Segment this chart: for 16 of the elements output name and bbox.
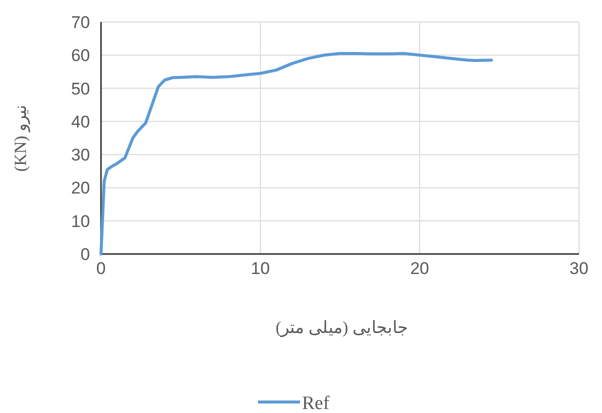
x-axis-title: جابجایی (میلی متر) [276,318,408,338]
y-tick-label: 0 [80,245,90,264]
y-tick-label: 70 [71,13,90,32]
y-tick-label: 60 [71,46,90,66]
y-tick-label: 10 [71,212,90,231]
x-tick-label: 20 [410,259,430,278]
x-tick-label: 10 [250,259,270,278]
y-axis-title: نیرو (KN) [11,104,31,172]
line-series [100,52,493,256]
x-tick-label: 0 [96,259,106,278]
y-tick-label: 20 [71,178,90,198]
y-tick-label: 40 [71,112,90,132]
legend-label: Ref [302,393,330,413]
x-tick-label: 30 [570,259,588,278]
y-tick-label: 30 [71,146,90,165]
y-tick-label: 50 [71,79,90,98]
